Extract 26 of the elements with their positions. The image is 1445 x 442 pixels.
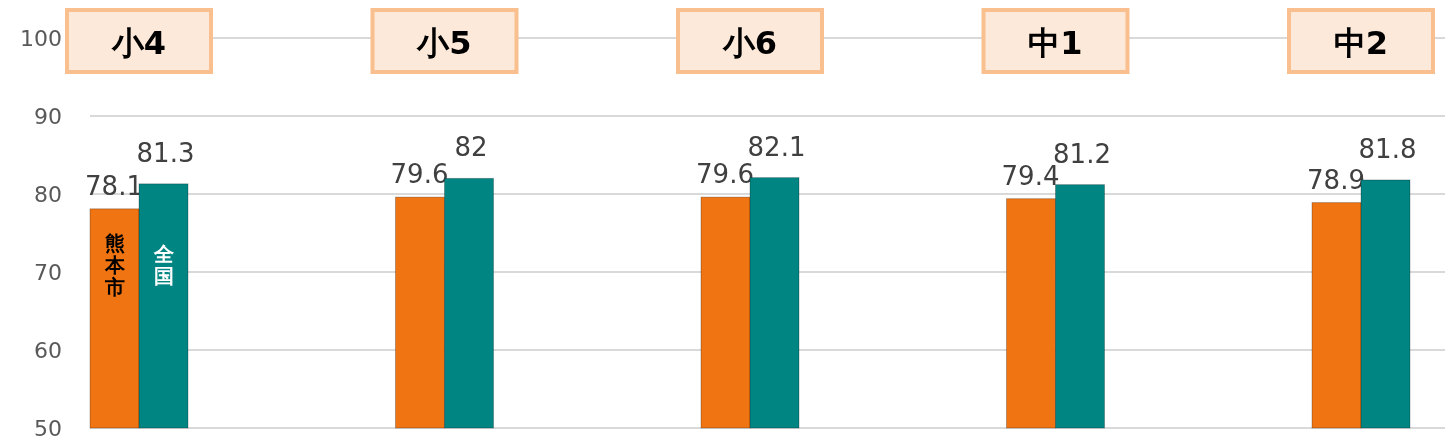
data-label: 81.3: [136, 137, 195, 168]
y-tick-label: 60: [34, 338, 62, 363]
x-tick-label: 中2: [1333, 24, 1389, 62]
data-label: 78.1: [85, 170, 143, 201]
series-label: 熊本市: [103, 231, 126, 299]
data-label: 79.6: [696, 159, 754, 190]
category-label: 小4: [65, 8, 213, 74]
y-tick-label: 90: [34, 104, 62, 129]
category-label: 中1: [981, 8, 1130, 74]
y-tick-label: 50: [34, 416, 62, 441]
y-tick-label: 70: [34, 260, 62, 285]
y-tick-label: 80: [34, 182, 62, 207]
x-tick-label: 中1: [1028, 24, 1083, 62]
x-tick-label: 小6: [721, 24, 778, 62]
y-tick-label: 100: [20, 26, 62, 51]
x-tick-label: 小4: [110, 24, 167, 62]
data-label: 82.1: [747, 131, 806, 162]
x-tick-label: 小5: [416, 24, 472, 62]
data-label: 81.8: [1358, 133, 1417, 164]
data-label: 78.9: [1307, 164, 1365, 195]
category-label: 小6: [676, 8, 824, 74]
series-label: 全国: [152, 242, 175, 288]
category-label: 小5: [370, 8, 519, 74]
data-label: 82: [454, 132, 488, 163]
category-label: 中2: [1287, 8, 1435, 74]
data-label: 79.6: [390, 159, 449, 190]
